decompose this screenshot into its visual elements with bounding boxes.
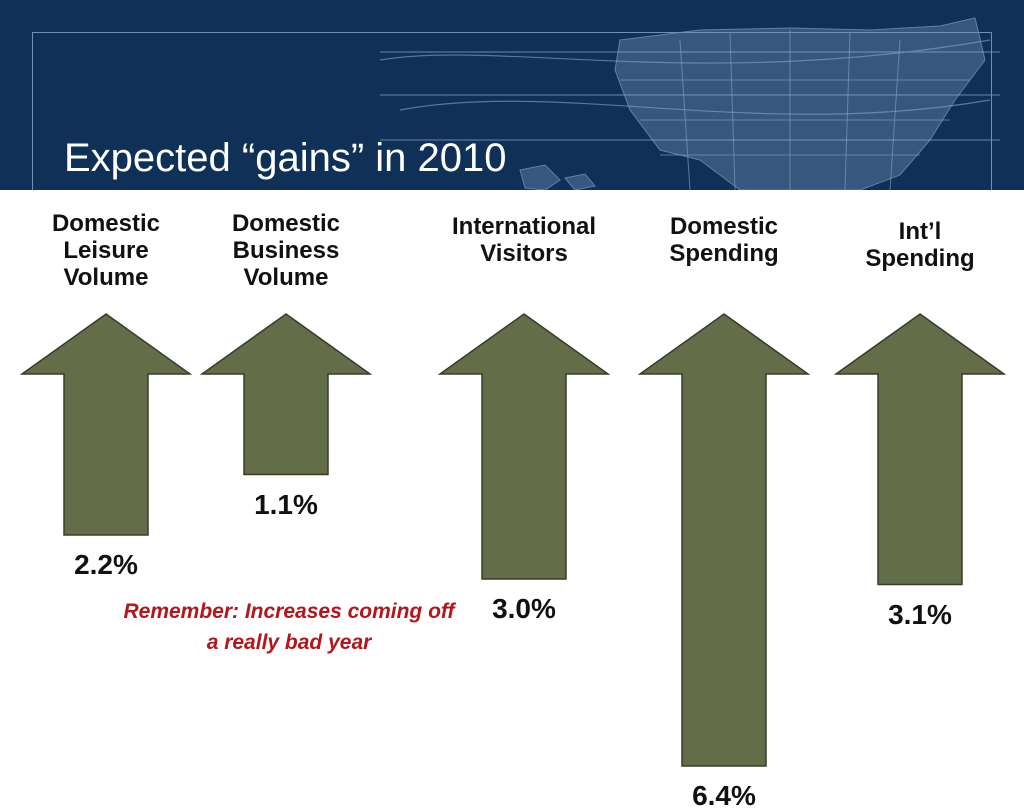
page-title: Expected “gains” in 2010 (64, 136, 507, 180)
header-banner: Expected “gains” in 2010 (0, 0, 1024, 190)
annotation-line-2: a really bad year (206, 631, 372, 654)
arrow-bar-2 (199, 313, 373, 476)
arrow-bar-3 (437, 313, 611, 580)
category-label-5: Int’l Spending (865, 218, 975, 272)
annotation-note: Remember: Increases coming off a really … (64, 596, 514, 658)
value-label-2: 1.1% (254, 488, 318, 520)
value-label-3: 3.0% (492, 593, 556, 624)
category-label-2: Domestic Business Volume (231, 210, 341, 291)
us-map-graphic (379, 17, 1000, 190)
header-frame (32, 32, 992, 190)
category-label-4: Domestic Spending (669, 213, 779, 267)
arrow-bar-5 (833, 313, 1007, 586)
arrow-bar-4 (637, 313, 811, 767)
category-label-1: Domestic Leisure Volume (51, 210, 161, 291)
value-label-4: 6.4% (692, 780, 756, 811)
value-label-5: 3.1% (888, 598, 952, 630)
arrow-bar-1 (19, 313, 193, 536)
value-label-1: 2.2% (74, 549, 138, 580)
annotation-line-1: Remember: Increases coming off (123, 600, 455, 623)
category-label-3: International Visitors (451, 213, 596, 267)
arrow-chart (19, 313, 1007, 767)
